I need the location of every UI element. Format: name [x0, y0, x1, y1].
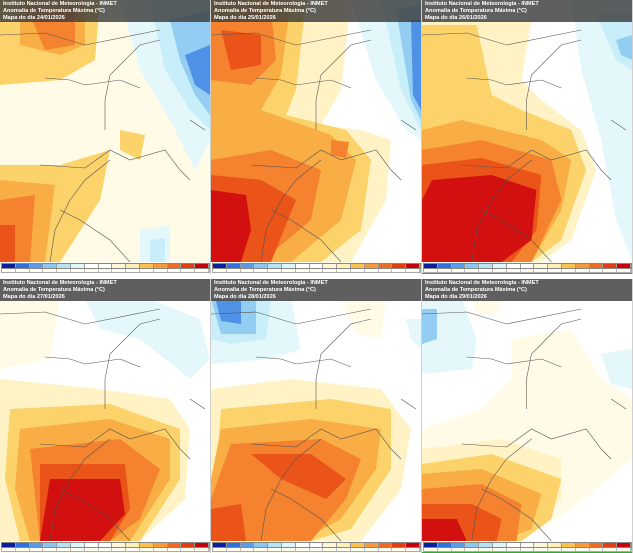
map-panel-27-01: Instituto Nacional de Meteorologia - INM…: [0, 279, 211, 553]
anomaly-map: [211, 0, 421, 262]
date-label: Mapa do dia 26/01/2026: [425, 15, 487, 21]
date-label: Mapa do dia 27/01/2026: [3, 294, 65, 300]
map-panel-28-01: Instituto Nacional de Meteorologia - INM…: [211, 279, 422, 553]
anomaly-contours: [0, 0, 210, 262]
product-label: Anomalia de Temperatura Máxima (°C): [214, 8, 316, 14]
map-header: Instituto Nacional de Meteorologia - INM…: [422, 279, 632, 301]
map-header: Instituto Nacional de Meteorologia - INM…: [0, 0, 210, 22]
date-label: Mapa do dia 28/01/2026: [214, 294, 276, 300]
date-label: Mapa do dia 29/01/2026: [425, 294, 487, 300]
map-panel-26-01: Instituto Nacional de Meteorologia - INM…: [422, 0, 633, 274]
colorbar: [1, 542, 210, 548]
anomaly-map: [211, 279, 421, 541]
institute-label: Instituto Nacional de Meteorologia - INM…: [3, 280, 117, 286]
map-header: Instituto Nacional de Meteorologia - INM…: [211, 0, 421, 22]
institute-label: Instituto Nacional de Meteorologia - INM…: [425, 1, 539, 7]
anomaly-contours: [0, 279, 210, 541]
colorbar-ticks: [1, 269, 210, 273]
map-panel-24-01: Instituto Nacional de Meteorologia - INM…: [0, 0, 211, 274]
product-label: Anomalia de Temperatura Máxima (°C): [425, 8, 527, 14]
green-divider: [422, 273, 632, 274]
colorbar: [423, 263, 632, 269]
map-panel-29-01: Instituto Nacional de Meteorologia - INM…: [422, 279, 633, 553]
product-label: Anomalia de Temperatura Máxima (°C): [3, 287, 105, 293]
map-header: Instituto Nacional de Meteorologia - INM…: [0, 279, 210, 301]
product-label: Anomalia de Temperatura Máxima (°C): [425, 287, 527, 293]
institute-label: Instituto Nacional de Meteorologia - INM…: [425, 280, 539, 286]
anomaly-map: [422, 0, 632, 262]
institute-label: Instituto Nacional de Meteorologia - INM…: [214, 280, 328, 286]
colorbar-ticks: [1, 548, 210, 552]
colorbar-ticks: [423, 548, 632, 552]
anomaly-contours: [422, 279, 632, 541]
map-header: Instituto Nacional de Meteorologia - INM…: [422, 0, 632, 22]
date-label: Mapa do dia 25/01/2026: [214, 15, 276, 21]
colorbar-ticks: [212, 548, 421, 552]
anomaly-contours: [211, 0, 421, 262]
colorbar: [212, 263, 421, 269]
product-label: Anomalia de Temperatura Máxima (°C): [214, 287, 316, 293]
date-label: Mapa do dia 24/01/2026: [3, 15, 65, 21]
colorbar: [423, 542, 632, 548]
colorbar: [212, 542, 421, 548]
anomaly-map: [0, 279, 210, 541]
institute-label: Instituto Nacional de Meteorologia - INM…: [214, 1, 328, 7]
institute-label: Instituto Nacional de Meteorologia - INM…: [3, 1, 117, 7]
colorbar-ticks: [212, 269, 421, 273]
anomaly-map: [422, 279, 632, 541]
product-label: Anomalia de Temperatura Máxima (°C): [3, 8, 105, 14]
anomaly-map: [0, 0, 210, 262]
anomaly-contours: [422, 0, 632, 262]
colorbar: [1, 263, 210, 269]
anomaly-contours: [211, 279, 421, 541]
map-header: Instituto Nacional de Meteorologia - INM…: [211, 279, 421, 301]
colorbar-ticks: [423, 269, 632, 273]
map-panel-25-01: Instituto Nacional de Meteorologia - INM…: [211, 0, 422, 274]
